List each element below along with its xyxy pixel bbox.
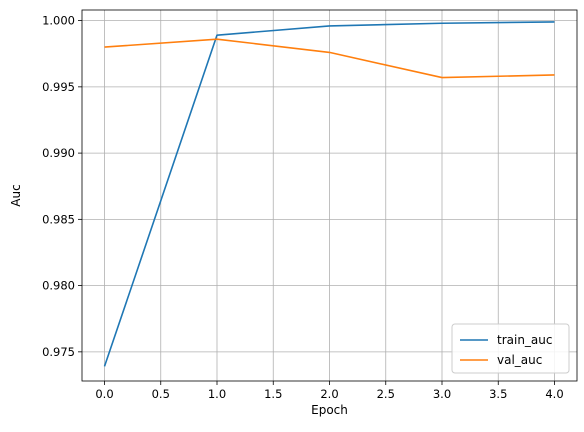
series-line-train-auc [103, 21, 555, 367]
x-tick-label: 1.0 [208, 387, 226, 401]
x-axis-label: Epoch [311, 403, 348, 417]
series-lines [103, 21, 555, 367]
series-line-val-auc [104, 38, 555, 79]
x-axis-ticks: 0.0 0.5 1.0 1.5 2.0 2.5 3.0 3.5 4.0 [95, 381, 564, 401]
y-tick-label: 0.985 [42, 212, 75, 226]
y-axis-label: Auc [9, 184, 23, 206]
x-tick-label: 0.0 [95, 387, 113, 401]
y-tick-label: 0.990 [42, 146, 75, 160]
legend-label: train_auc [497, 333, 553, 347]
x-tick-label: 4.0 [545, 387, 563, 401]
legend-label: val_auc [497, 353, 542, 367]
y-tick-label: 0.975 [42, 345, 75, 359]
y-tick-label: 1.000 [42, 14, 75, 28]
x-tick-label: 3.0 [433, 387, 451, 401]
x-tick-label: 0.5 [152, 387, 170, 401]
legend: train_auc val_auc [451, 323, 570, 374]
x-tick-label: 3.5 [489, 387, 507, 401]
x-tick-label: 2.5 [377, 387, 395, 401]
y-tick-label: 0.995 [42, 80, 75, 94]
x-tick-label: 2.0 [320, 387, 338, 401]
x-tick-label: 1.5 [264, 387, 282, 401]
y-axis-ticks: 0.975 0.980 0.985 0.990 0.995 1.000 [42, 14, 82, 359]
y-tick-label: 0.980 [42, 279, 75, 293]
